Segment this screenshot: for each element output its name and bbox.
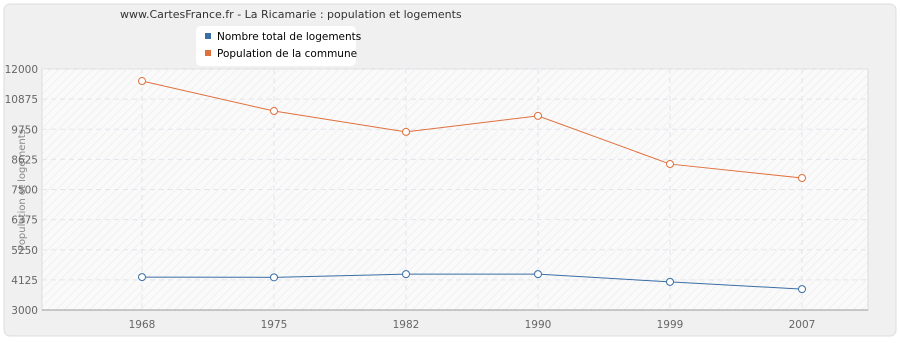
data-point [666,160,674,169]
data-point [534,270,542,279]
data-point [666,277,674,286]
data-point [534,111,542,120]
y-tick-label: 12000 [5,64,38,76]
data-point [402,127,410,136]
x-tick-label: 1999 [657,319,684,331]
data-point [798,285,806,294]
y-tick-label: 6375 [11,215,38,227]
legend [196,26,356,66]
legend-label: Population de la commune [217,48,357,60]
x-tick-label: 1982 [393,319,420,331]
y-tick-label: 10875 [5,94,38,106]
data-point [270,273,278,282]
data-point [270,107,278,116]
y-tick-label: 7500 [11,185,38,197]
y-tick-label: 3000 [11,305,38,317]
y-tick-label: 9750 [11,124,38,136]
legend-label: Nombre total de logements [217,31,361,43]
data-point [138,273,146,282]
legend-swatch [205,50,211,56]
y-axis-label: Population et logements [17,129,28,251]
x-tick-label: 1968 [129,319,156,331]
x-tick-label: 2007 [789,319,816,331]
chart-title: www.CartesFrance.fr - La Ricamarie : pop… [120,8,462,21]
data-point [402,270,410,279]
series-line [141,273,803,290]
data-point [798,173,806,182]
y-tick-label: 4125 [11,275,38,287]
series-line [141,80,803,179]
y-tick-label: 8625 [11,154,38,166]
data-point [138,77,146,86]
y-tick-label: 5250 [11,245,38,257]
x-tick-label: 1975 [261,319,288,331]
x-tick-label: 1990 [525,319,552,331]
legend-swatch [205,33,211,39]
